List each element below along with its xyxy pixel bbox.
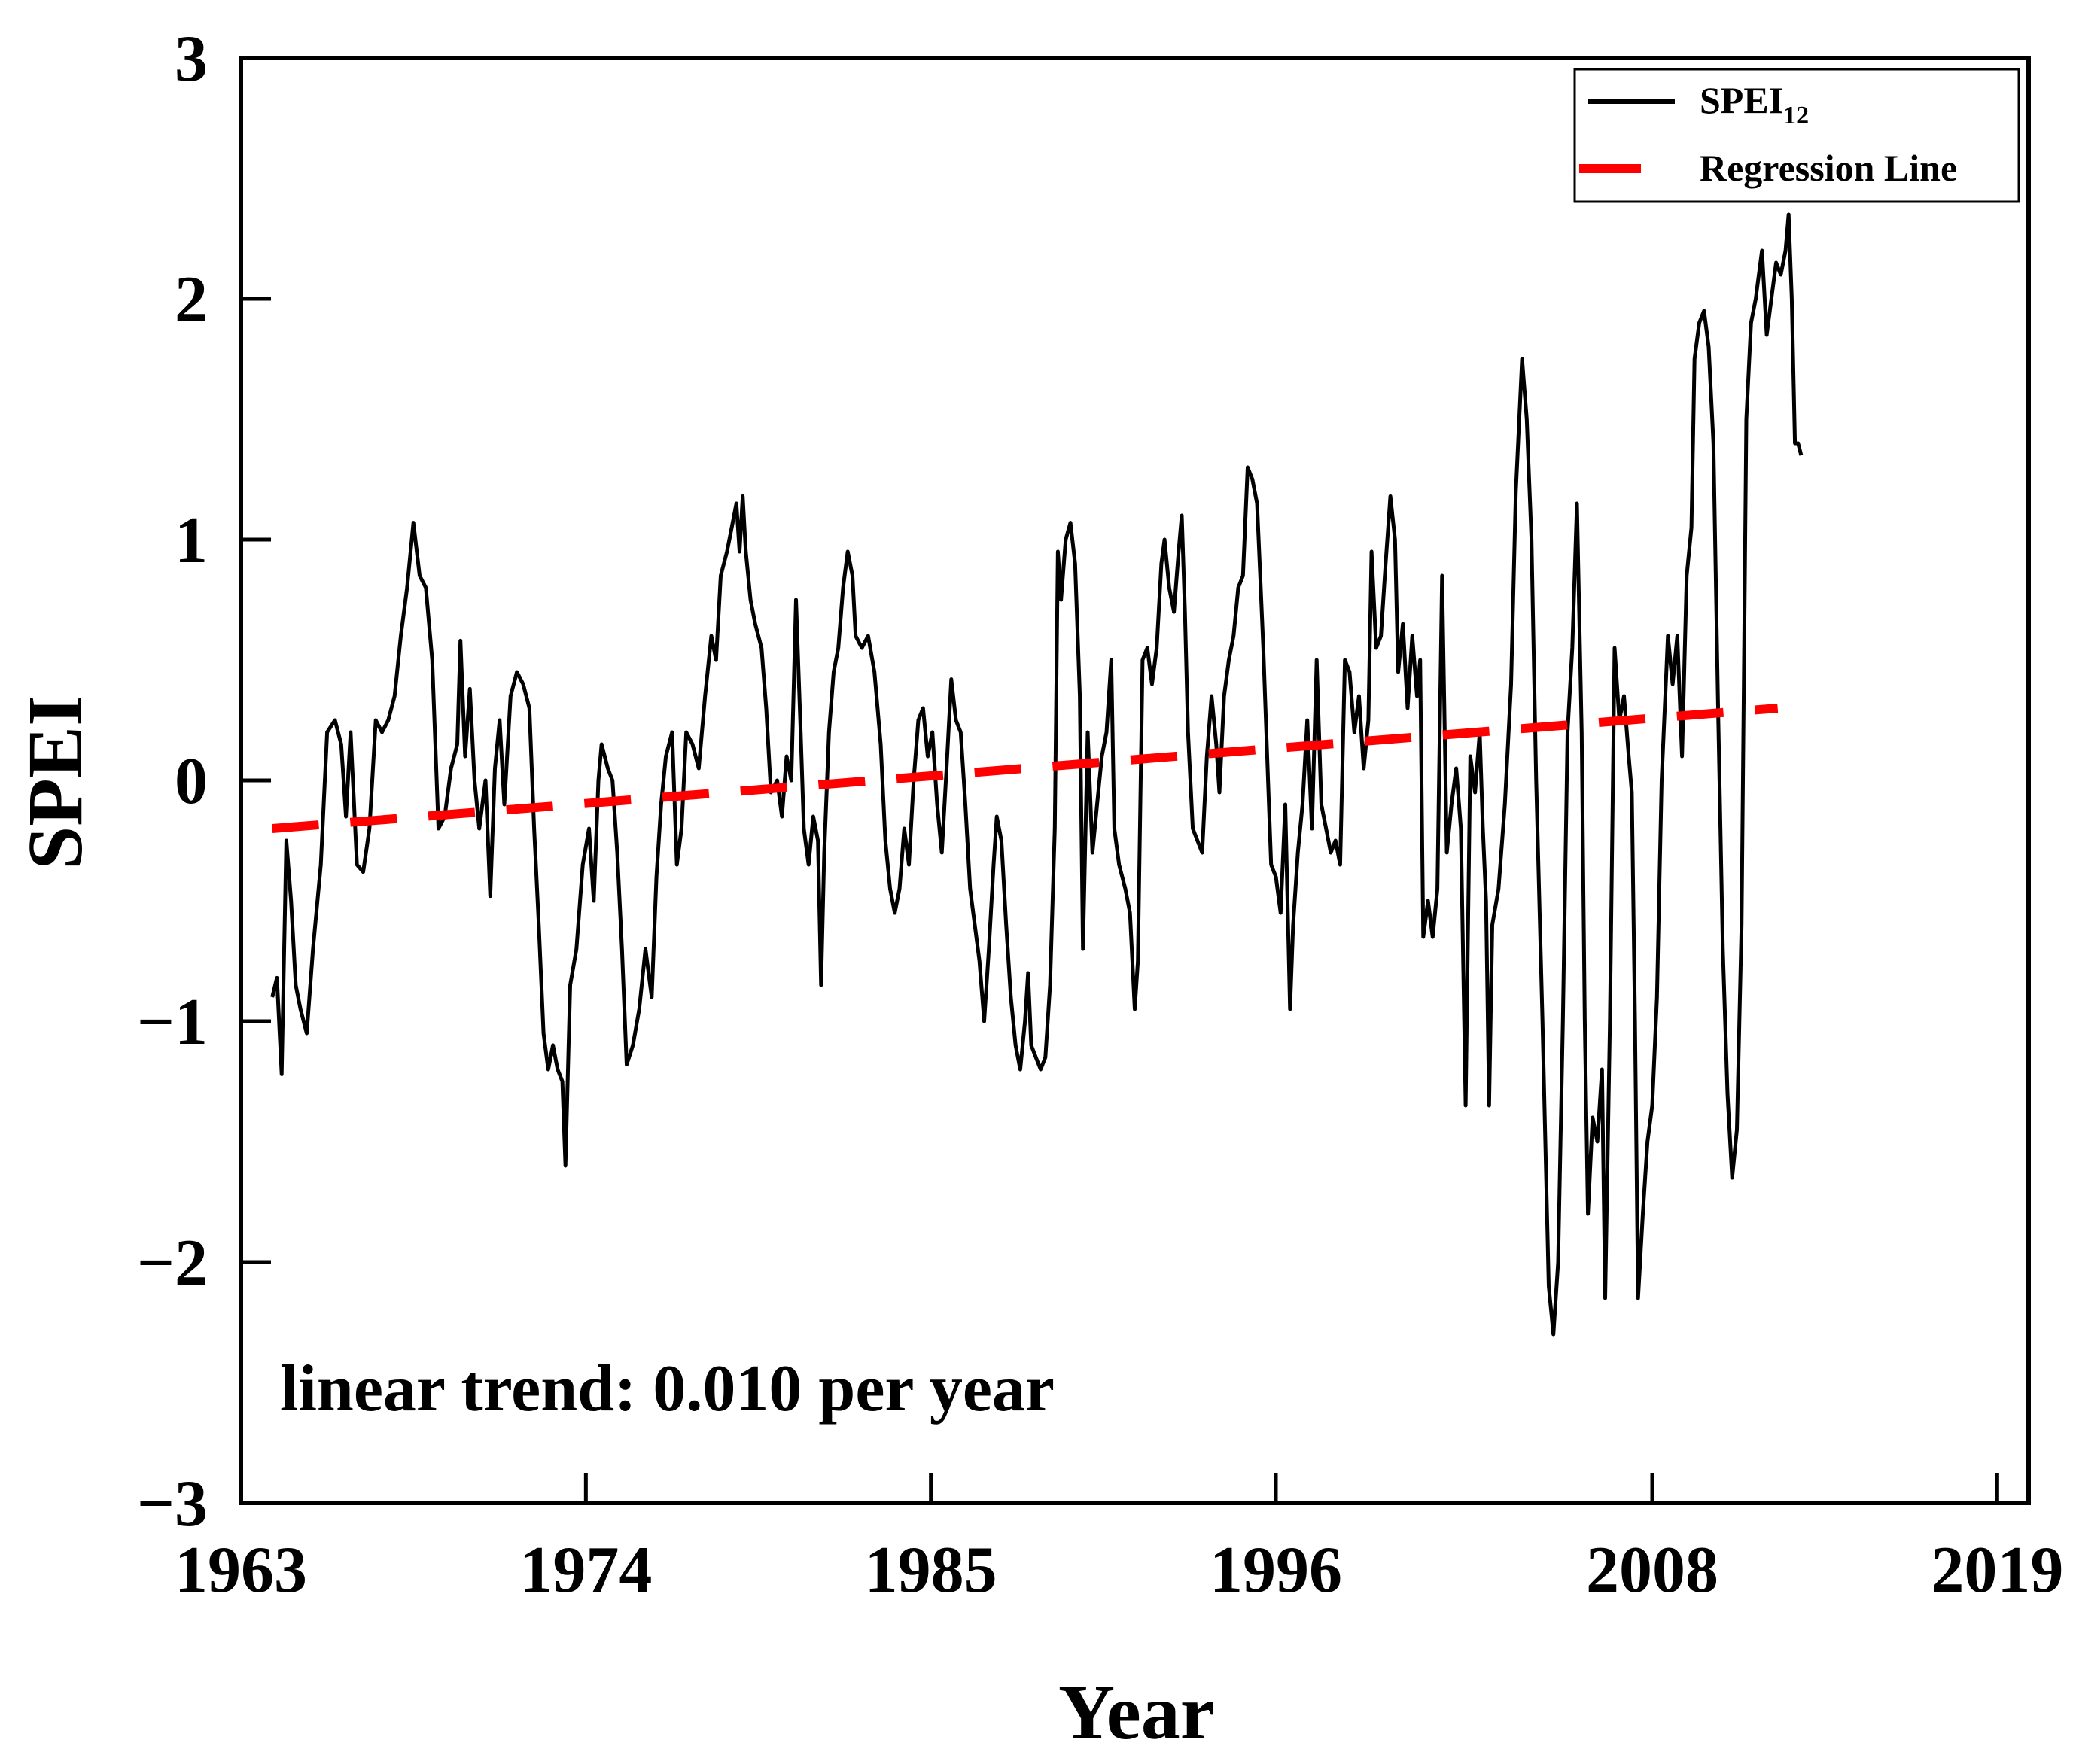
legend-box bbox=[1573, 68, 2020, 203]
y-tick-label: 2 bbox=[175, 263, 208, 336]
regression-line bbox=[272, 704, 1779, 833]
y-axis: −3 −2 −1 0 1 2 3 bbox=[137, 23, 271, 1540]
legend-regression-label: Regression Line bbox=[1700, 147, 1957, 189]
x-tick-label: 1985 bbox=[865, 1534, 997, 1607]
x-tick-label: 1996 bbox=[1210, 1534, 1342, 1607]
spei12-series-line bbox=[270, 212, 1804, 1337]
x-tick-label: 1963 bbox=[175, 1534, 307, 1607]
trend-annotation: linear trend: 0.010 per year bbox=[280, 1352, 1055, 1425]
plot-frame bbox=[239, 56, 2031, 1505]
legend: SPEI12 Regression Line bbox=[1573, 68, 2020, 203]
y-tick-label: 0 bbox=[175, 745, 208, 818]
x-axis-title: Year bbox=[1058, 1669, 1215, 1756]
legend-spei-subscript: 12 bbox=[1783, 102, 1809, 129]
x-axis: 1963 1974 1985 1996 2008 2019 bbox=[175, 1473, 2063, 1607]
y-tick-label: 1 bbox=[175, 504, 208, 577]
y-tick-label: −1 bbox=[137, 986, 208, 1059]
x-tick-label: 1974 bbox=[519, 1534, 652, 1607]
legend-spei-label: SPEI12 bbox=[1700, 79, 1809, 129]
y-tick-label: −3 bbox=[137, 1467, 208, 1540]
y-tick-label: −2 bbox=[137, 1227, 208, 1300]
y-tick-label: 3 bbox=[175, 23, 208, 96]
x-tick-label: 2008 bbox=[1586, 1534, 1718, 1607]
y-axis-title: SPEI bbox=[12, 695, 99, 869]
x-tick-label: 2019 bbox=[1931, 1534, 2063, 1607]
series-layer bbox=[270, 212, 1804, 1337]
legend-spei-name: SPEI bbox=[1700, 79, 1783, 121]
